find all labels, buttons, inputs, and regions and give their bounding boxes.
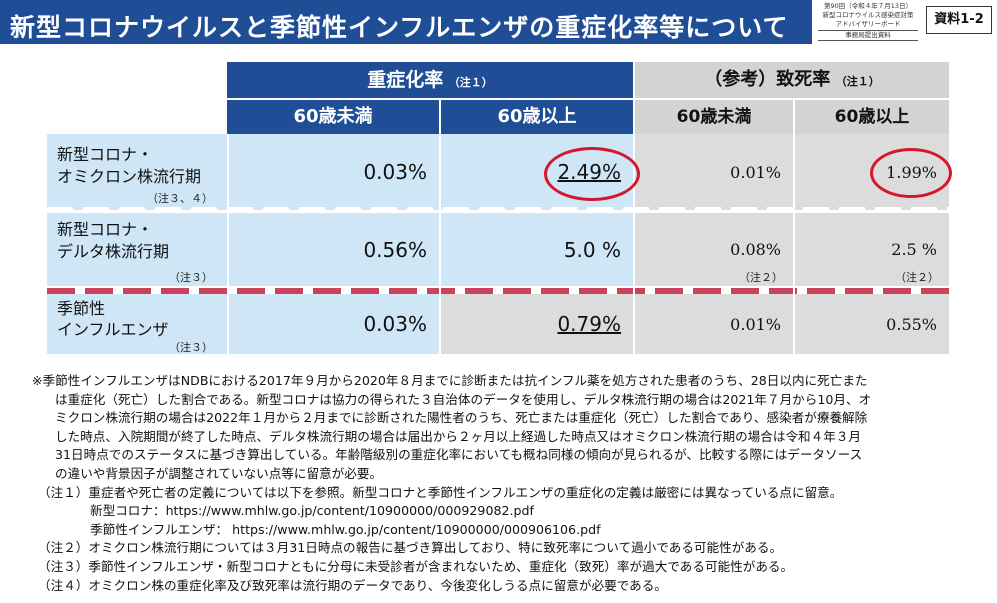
table-corner: [47, 62, 227, 134]
note-main-line: の違いや背景因子が調整されていない点等に留意が必要。: [55, 465, 383, 481]
fat-col-over60: 60歳以上: [795, 98, 949, 134]
column-separator: [793, 134, 795, 354]
highlight-circle-severity: [544, 147, 640, 201]
fat-col-under60: 60歳未満: [635, 98, 793, 134]
sev-over60-influenza: 0.79%: [441, 294, 633, 354]
row-label-note: （注３、４）: [147, 192, 213, 205]
note-3: （注３）季節性インフルエンザ・新型コロナともに分母に未受診者が含まれないため、重…: [38, 558, 794, 574]
sev-col-under60: 60歳未満: [227, 98, 439, 134]
note-main-line: は重症化（死亡）した割合である。新型コロナは協力の得られた３自治体のデータを使用…: [55, 391, 872, 407]
meeting-line-2: 新型コロナウイルス感染症対策: [822, 11, 914, 19]
note-1-flu-link: 季節性インフルエンザ： https://www.mhlw.go.jp/conte…: [90, 521, 601, 537]
note-1: （注１）重症者や死亡者の定義については以下を参照。新型コロナと季節性インフルエン…: [38, 484, 843, 500]
sev-under60-influenza: 0.03%: [227, 294, 439, 354]
column-separator: [439, 134, 441, 354]
fatality-header: （参考）致死率 （注１）: [635, 62, 949, 98]
fat-over60-delta: 2.5 % （注２）: [795, 213, 949, 286]
note-2: （注２）オミクロン株流行期については３月31日時点の報告に基づき算出しており、特…: [38, 540, 783, 556]
row-label-omicron: 新型コロナ・ オミクロン株流行期 （注３、４）: [47, 134, 227, 210]
row-label-line2: インフルエンザ: [57, 320, 169, 339]
row-label-line1: 新型コロナ・: [57, 145, 154, 164]
note-main-line: 31日時点でのステータスに基づき算出している。年齢階級別の重症化率においても概ね…: [55, 447, 863, 463]
note-main-line: した時点、入院期間が終了した時点、デルタ株流行期の場合は届出から２ヶ月以上経過し…: [55, 428, 861, 444]
row-label-line2: オミクロン株流行期: [57, 167, 202, 186]
column-separator: [633, 62, 635, 354]
fat-under60-delta-note: （注２）: [739, 271, 783, 284]
page-title: 新型コロナウイルスと季節性インフルエンザの重症化率等について: [10, 13, 789, 42]
row-label-note: （注３）: [169, 271, 213, 284]
row-label-line2: デルタ株流行期: [57, 242, 170, 261]
meeting-line-1: 第90回（令和４年７月13日）: [823, 2, 913, 10]
title-band: 新型コロナウイルスと季節性インフルエンザの重症化率等について: [0, 0, 812, 44]
fatality-header-note: （注１）: [835, 75, 880, 88]
severity-header: 重症化率 （注１）: [227, 62, 633, 98]
sev-col-over60: 60歳以上: [441, 98, 633, 134]
fat-over60-influenza: 0.55%: [795, 294, 949, 354]
highlight-circle-fatality: [870, 148, 952, 198]
fat-over60-delta-value: 2.5 %: [891, 240, 937, 259]
row-label-line1: 新型コロナ・: [57, 220, 154, 239]
row-label-line1: 季節性: [57, 299, 106, 318]
comparison-table: 重症化率 （注１） （参考）致死率 （注１） 60歳未満 60歳以上 60歳未満…: [47, 62, 952, 354]
meeting-info: 第90回（令和４年７月13日） 新型コロナウイルス感染症対策 アドバイザリーボー…: [818, 2, 918, 41]
row-divider-dashed: [47, 207, 949, 213]
column-separator: [227, 134, 229, 354]
row-label-note: （注３）: [169, 341, 213, 354]
fat-under60-influenza: 0.01%: [635, 294, 793, 354]
fatality-header-label: （参考）致死率: [704, 69, 831, 90]
fat-under60-delta-value: 0.08%: [730, 240, 781, 259]
severity-header-note: （注１）: [448, 76, 493, 89]
note-4: （注４）オミクロン株の重症化率及び致死率は流行期のデータであり、今後変化しうる点…: [38, 577, 667, 593]
row-divider-red-dashed: [47, 288, 949, 294]
meeting-line-4: 事務局提出資料: [818, 30, 918, 40]
severity-header-label: 重症化率: [367, 69, 444, 91]
footnotes: ※季節性インフルエンザはNDBにおける2017年９月から2020年８月までに診断…: [32, 372, 972, 595]
row-label-delta: 新型コロナ・ デルタ株流行期 （注３）: [47, 213, 227, 286]
meeting-line-3: アドバイザリーボード: [835, 20, 901, 28]
fat-under60-omicron: 0.01%: [635, 134, 793, 210]
note-main-line: ※季節性インフルエンザはNDBにおける2017年９月から2020年８月までに診断…: [32, 373, 868, 388]
fat-under60-delta: 0.08% （注２）: [635, 213, 793, 286]
sev-under60-delta: 0.56%: [227, 213, 439, 286]
fat-over60-delta-note: （注２）: [895, 271, 939, 284]
note-1-covid-link: 新型コロナ：https://www.mhlw.go.jp/content/109…: [90, 503, 534, 519]
row-label-influenza: 季節性 インフルエンザ （注３）: [47, 294, 227, 354]
sev-over60-delta: 5.0 %: [441, 213, 633, 286]
document-number: 資料1-2: [926, 6, 992, 34]
note-main-line: ミクロン株流行期の場合は2022年１月から２月までに診断された陽性者のうち、死亡…: [55, 410, 868, 426]
sev-under60-omicron: 0.03%: [227, 134, 439, 210]
